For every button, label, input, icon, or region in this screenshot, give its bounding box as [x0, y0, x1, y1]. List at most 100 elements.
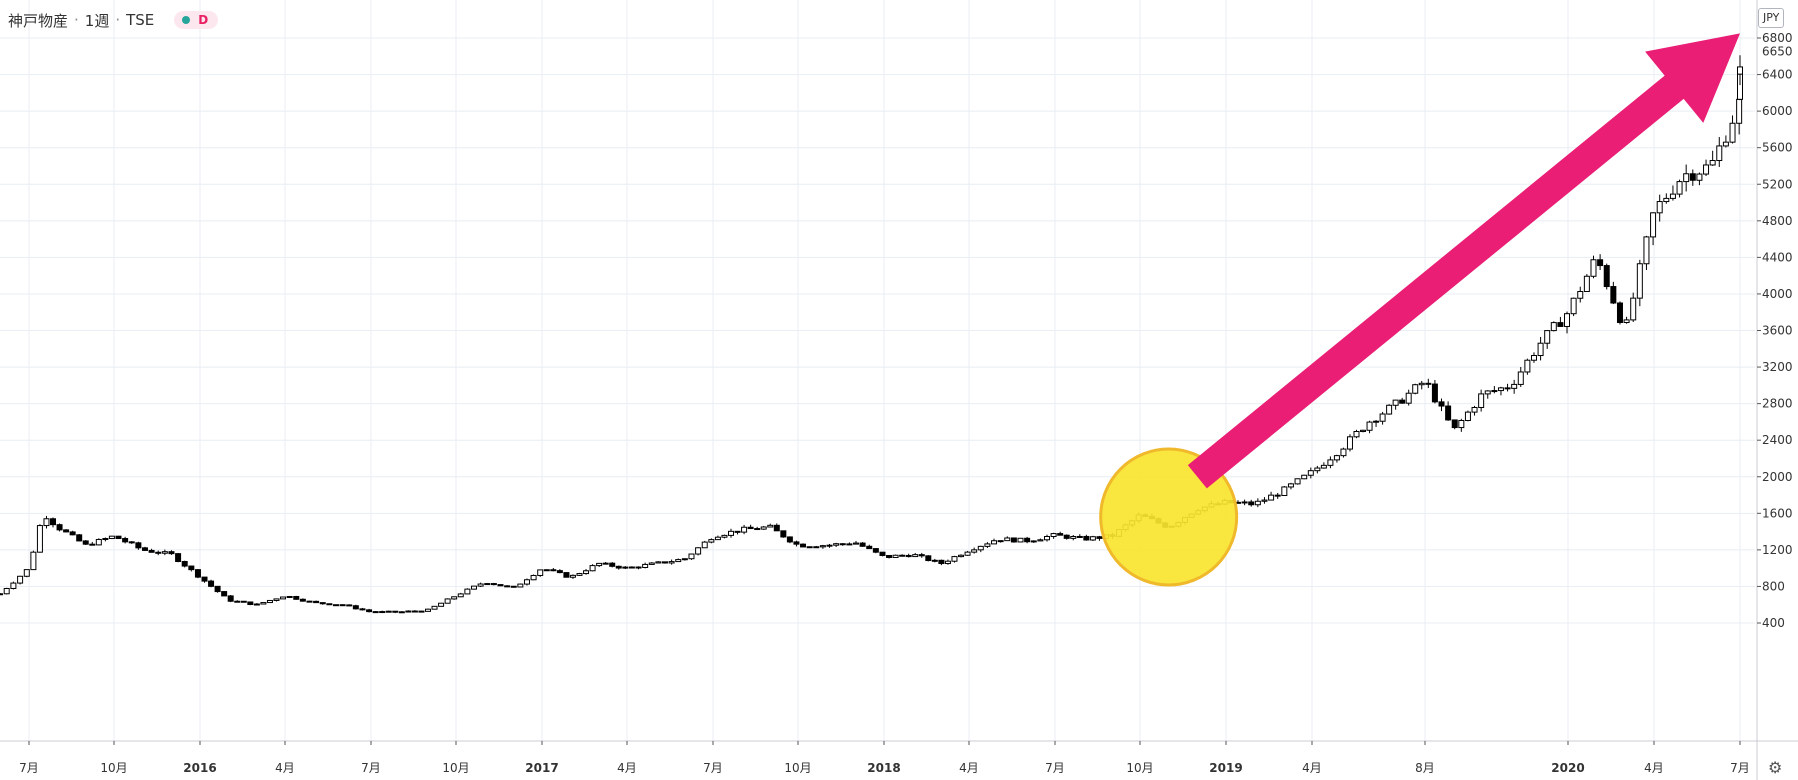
candle-down — [1096, 536, 1103, 539]
candle-down — [366, 609, 373, 613]
candle-up — [1458, 420, 1465, 429]
candle-up — [1471, 406, 1478, 413]
x-tick-label: 7月 — [703, 761, 723, 775]
candle-down — [497, 584, 504, 587]
candle-up — [385, 610, 392, 613]
candle-down — [313, 600, 320, 604]
candle-up — [405, 610, 412, 613]
y-tick-label: 5200 — [1762, 177, 1793, 191]
candle-up — [444, 598, 451, 604]
candle-down — [1603, 265, 1610, 288]
candle-down — [175, 553, 182, 562]
candle-up — [1544, 330, 1551, 344]
candle-up — [1729, 122, 1736, 143]
candle-down — [201, 576, 208, 582]
currency-button[interactable]: JPY — [1758, 8, 1785, 28]
candle-down — [141, 547, 148, 551]
candle-up — [977, 545, 984, 551]
candle-down — [411, 610, 418, 613]
candle-up — [17, 575, 24, 584]
candle-up — [1418, 382, 1425, 386]
candle-up — [332, 604, 339, 607]
chart-grid — [0, 0, 1755, 741]
candle-down — [662, 561, 669, 564]
candle-down — [135, 542, 142, 549]
candle-up — [484, 583, 491, 586]
candle-up — [695, 547, 702, 555]
candle-up — [951, 556, 958, 562]
candle-up — [1294, 478, 1301, 485]
candle-up — [108, 535, 115, 540]
candle-up — [931, 559, 938, 562]
candle-down — [418, 610, 425, 613]
candle-down — [879, 551, 886, 556]
candle-down — [563, 572, 570, 578]
candle-up — [3, 587, 10, 595]
candle-up — [1716, 145, 1723, 162]
mode-badge[interactable]: D — [174, 11, 219, 29]
candle-up — [517, 583, 524, 588]
candle-up — [1590, 259, 1597, 277]
x-tick-label: 8月 — [1415, 761, 1435, 775]
candle-down — [780, 530, 787, 538]
x-tick-label: 7月 — [19, 761, 39, 775]
candle-down — [247, 601, 254, 606]
candle-down — [359, 608, 366, 611]
candle-down — [510, 585, 517, 588]
x-tick-label: 4月 — [959, 761, 979, 775]
candle-up — [852, 542, 859, 545]
candle-up — [1636, 263, 1643, 299]
candle-up — [1241, 501, 1248, 504]
y-tick-label: 2400 — [1762, 433, 1793, 447]
candle-up — [43, 518, 50, 527]
candle-up — [1366, 421, 1373, 431]
y-tick-label: 1600 — [1762, 506, 1793, 520]
candle-down — [56, 524, 63, 531]
candle-up — [1577, 291, 1584, 299]
candle-up — [675, 559, 682, 563]
candle-down — [1274, 494, 1281, 497]
candle-up — [1517, 371, 1524, 385]
x-tick-label: 7月 — [361, 761, 381, 775]
candle-up — [1379, 413, 1386, 422]
candle-up — [602, 562, 609, 565]
candle-up — [642, 563, 649, 568]
candle-down — [1431, 383, 1438, 403]
candle-down — [0, 593, 3, 596]
candle-up — [628, 566, 635, 569]
candle-up — [1261, 499, 1268, 502]
candle-down — [786, 536, 793, 543]
candle-down — [938, 559, 945, 565]
exchange-label: TSE — [126, 11, 155, 29]
candle-down — [1451, 419, 1458, 429]
candle-down — [1399, 399, 1406, 404]
candle-down — [609, 562, 616, 567]
candlestick-series — [0, 55, 1743, 614]
candle-down — [227, 595, 234, 602]
candle-down — [208, 580, 215, 587]
y-tick-label: 2800 — [1762, 397, 1793, 411]
candle-up — [1696, 173, 1703, 181]
candle-down — [372, 611, 379, 614]
candle-down — [793, 541, 800, 545]
candle-down — [1504, 387, 1511, 390]
candle-up — [1386, 404, 1393, 415]
settings-gear-icon[interactable]: ⚙ — [1768, 758, 1783, 777]
candle-down — [1445, 405, 1452, 421]
candle-up — [1669, 193, 1676, 199]
candle-down — [392, 610, 399, 613]
candle-up — [1327, 459, 1334, 466]
candle-up — [701, 541, 708, 549]
mode-badge-label: D — [198, 13, 209, 27]
candle-up — [1570, 297, 1577, 315]
candle-up — [1564, 313, 1571, 327]
candle-up — [1004, 537, 1011, 542]
candle-down — [490, 583, 497, 586]
candle-up — [161, 551, 168, 554]
x-tick-label: 4月 — [617, 761, 637, 775]
candle-up — [1683, 173, 1690, 183]
candle-up — [471, 585, 478, 590]
candle-down — [319, 602, 326, 605]
candle-down — [122, 538, 129, 543]
